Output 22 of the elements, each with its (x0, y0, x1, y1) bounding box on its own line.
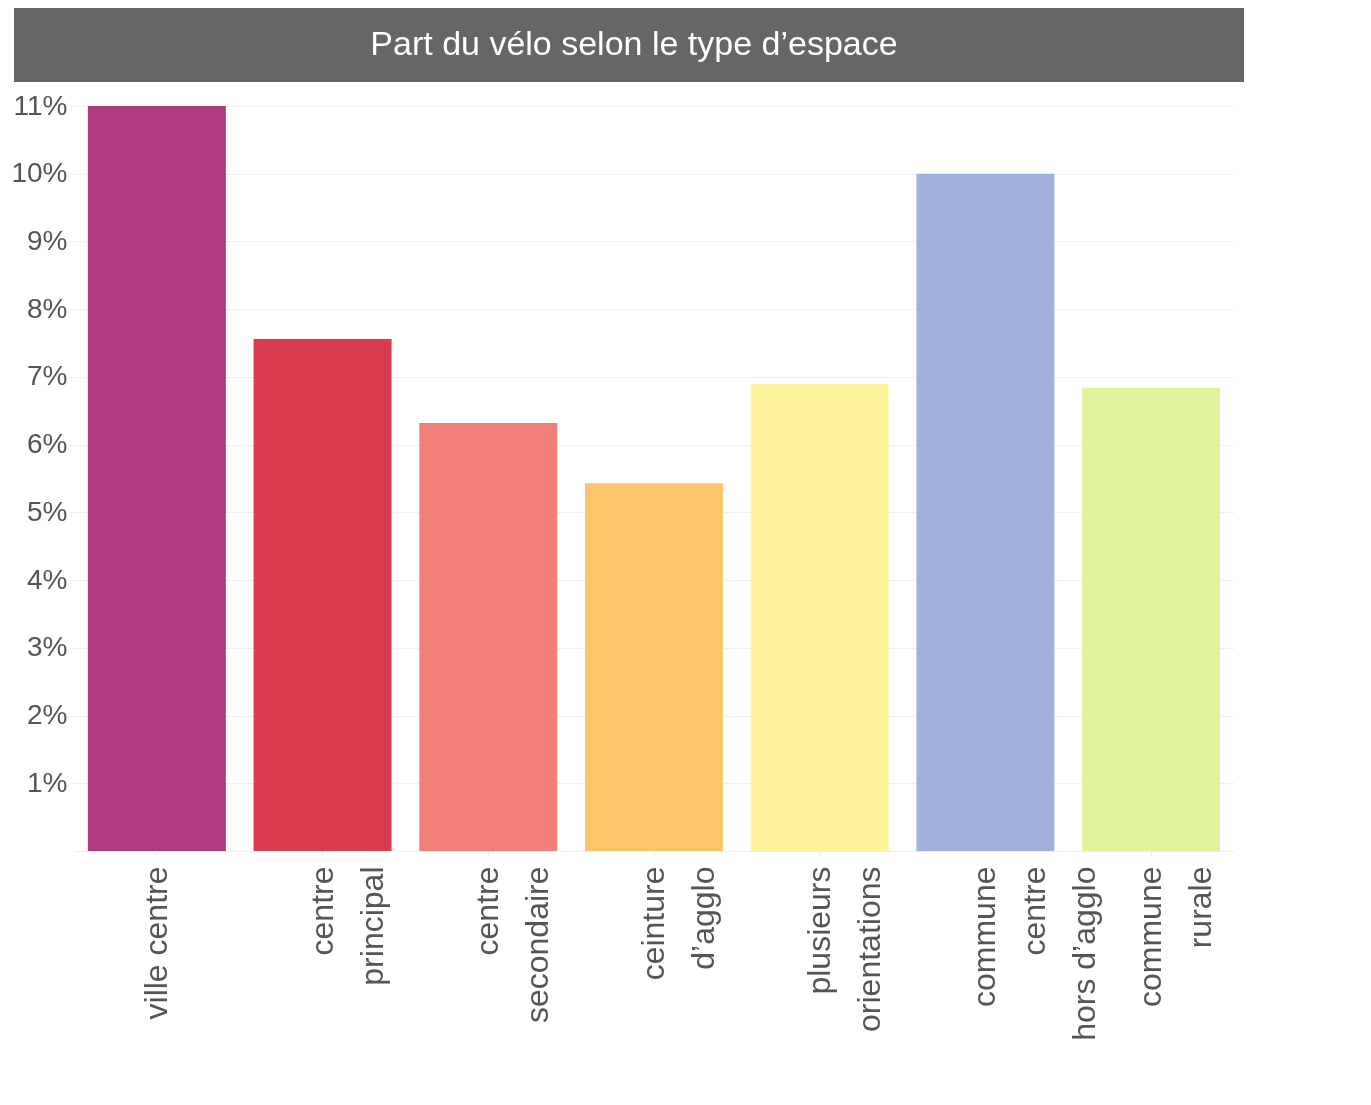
y-tick-label: 5% (27, 495, 68, 527)
y-tick-label: 9% (27, 224, 68, 256)
y-tick-label: 3% (27, 631, 68, 663)
y-tick-label: 11% (13, 89, 68, 121)
y-tick-label: 10% (11, 157, 68, 189)
bar (750, 384, 889, 851)
y-tick-label: 4% (27, 563, 68, 595)
y-tick-label: 1% (27, 766, 68, 798)
x-tick-label: centre principal (303, 866, 390, 986)
y-tick-label: 2% (27, 699, 68, 731)
chart-title: Part du vélo selon le type d’espace (370, 24, 898, 62)
x-tick-label: ceinture d’agglo (635, 866, 721, 981)
bar (419, 422, 558, 851)
x-tick-label: ville centre (137, 866, 174, 1020)
y-tick-label: 7% (27, 360, 68, 392)
bar (253, 338, 392, 851)
bar (916, 173, 1055, 851)
y-tick-label: 8% (27, 292, 68, 324)
bar (87, 106, 226, 851)
bar (1082, 387, 1221, 851)
bar (585, 483, 723, 851)
y-tick-label: 6% (27, 428, 68, 460)
